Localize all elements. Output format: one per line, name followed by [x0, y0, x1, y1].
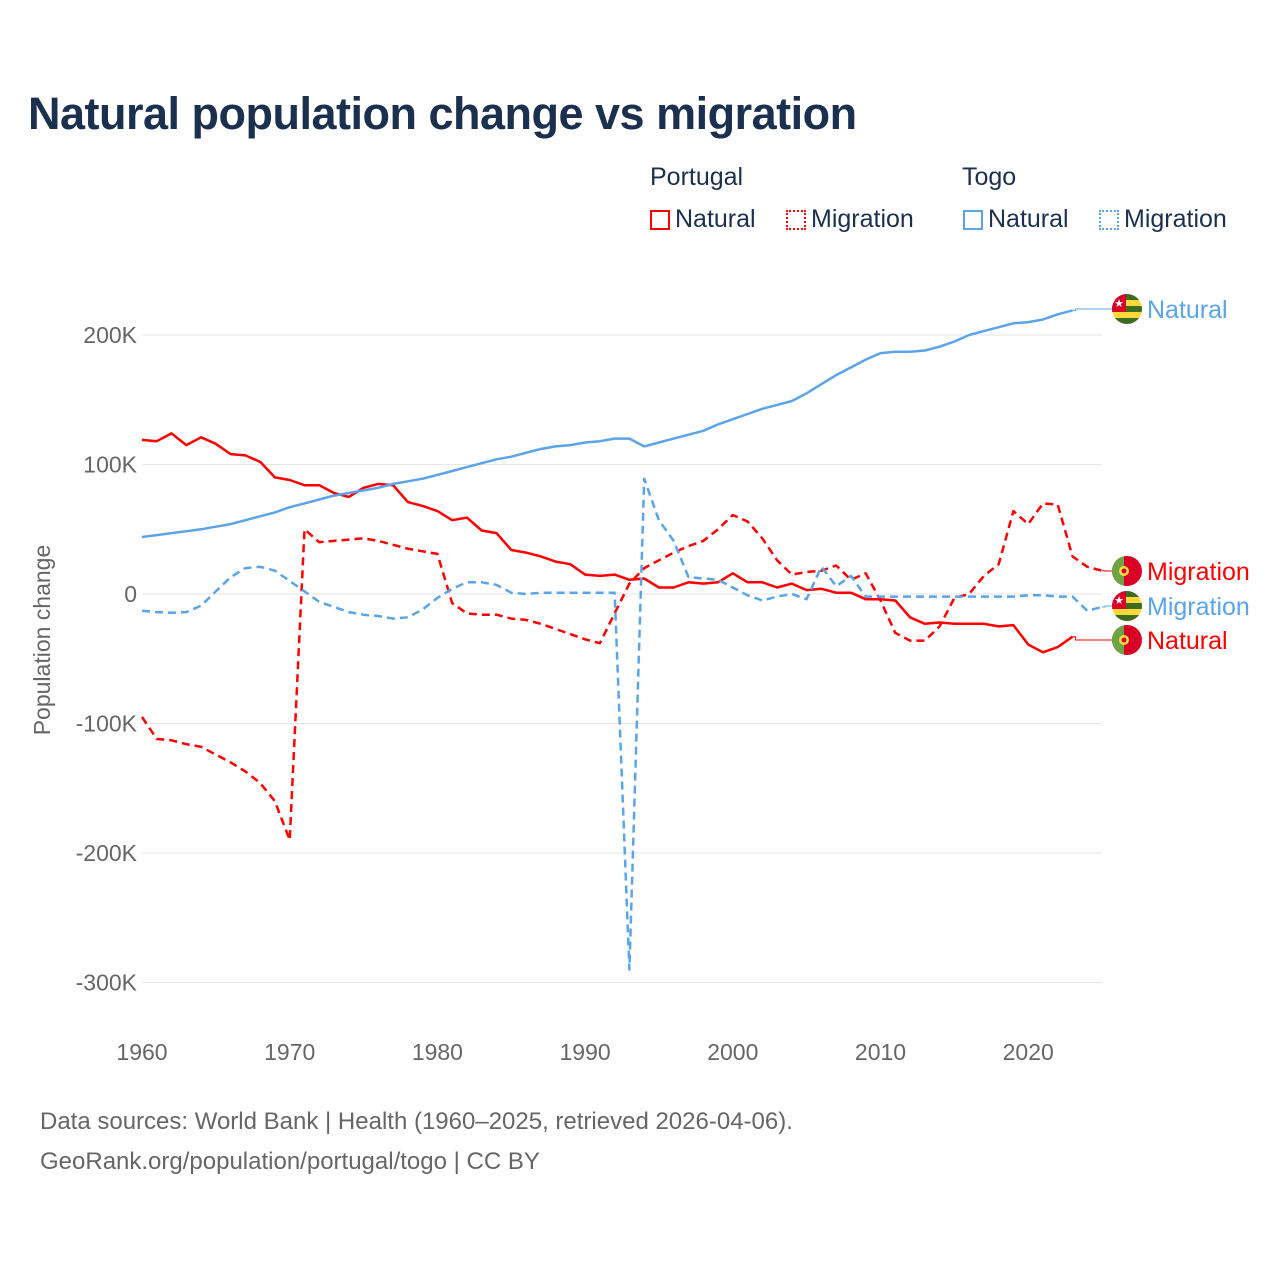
legend-togo-natural[interactable]: Natural [963, 205, 1069, 234]
y-tick-label: 0 [124, 581, 137, 607]
togo-flag-icon: ★ [1112, 294, 1142, 324]
x-tick-label: 1990 [560, 1039, 611, 1065]
flag-body: ★ [1112, 591, 1142, 621]
legend-swatch-dotted-icon [786, 209, 806, 230]
legend-group-portugal: Portugal [650, 163, 744, 191]
flag-stripe [1112, 603, 1142, 609]
legend-portugal-migration[interactable]: Migration [786, 205, 914, 234]
legend-swatch-solid-icon [650, 209, 670, 230]
flag-stripe [1112, 591, 1142, 597]
series-line-portugal-natural [141, 432, 1074, 654]
end-label-connector [1072, 636, 1113, 641]
y-tick-label: -200K [76, 840, 138, 866]
y-tick-label: 100K [83, 452, 137, 478]
x-tick-label: 2010 [855, 1039, 906, 1065]
x-tick-label: 2000 [707, 1039, 758, 1065]
flag-shield [1121, 637, 1127, 643]
legend-swatch-solid-icon [963, 209, 983, 230]
x-tick-label: 1960 [116, 1039, 167, 1065]
end-label: Migration [1147, 593, 1250, 621]
flag-green [1112, 625, 1124, 655]
flag-body [1112, 625, 1142, 655]
y-tick-label: 200K [83, 322, 137, 348]
flag-stripe [1112, 609, 1142, 615]
legend-label: Migration [811, 205, 914, 233]
x-tick-label: 1970 [264, 1039, 315, 1065]
togo-flag-icon: ★ [1112, 591, 1142, 621]
legend-label: Natural [988, 205, 1069, 233]
x-tick-label: 2020 [1003, 1039, 1054, 1065]
flag-body [1112, 556, 1142, 586]
footer-sources: Data sources: World Bank | Health (1960–… [40, 1108, 793, 1135]
flag-stripe [1112, 294, 1142, 300]
end-label: Natural [1147, 627, 1228, 655]
legend-group-togo: Togo [962, 163, 1017, 191]
y-tick-label: -100K [76, 711, 138, 737]
flag-stripe [1112, 312, 1142, 318]
portugal-flag-icon [1112, 556, 1142, 586]
flag-body: ★ [1112, 294, 1142, 324]
x-tick-label: 1980 [412, 1039, 463, 1065]
flag-star: ★ [1114, 298, 1124, 310]
footer-attribution[interactable]: GeoRank.org/population/portugal/togo | C… [40, 1148, 540, 1175]
flag-shield [1121, 568, 1127, 574]
legend-label: Migration [1124, 205, 1227, 233]
series-line-portugal-migration [140, 502, 1103, 842]
flag-stripe [1112, 615, 1142, 621]
legend-togo-migration[interactable]: Migration [1099, 205, 1227, 234]
chart-title: Natural population change vs migration [28, 88, 857, 139]
end-label: Migration [1147, 558, 1250, 586]
flag-stripe [1112, 318, 1142, 324]
flag-green [1112, 556, 1124, 586]
legend-portugal-natural[interactable]: Natural [650, 205, 756, 234]
portugal-flag-icon [1112, 625, 1142, 655]
end-label-connector [1072, 308, 1113, 311]
end-label-connector [1102, 605, 1113, 608]
flag-star: ★ [1114, 595, 1124, 607]
flag-stripe [1112, 300, 1142, 306]
series-line-togo-migration [141, 477, 1103, 971]
series-line-togo-natural [141, 309, 1073, 539]
legend-swatch-dotted-icon [1099, 209, 1119, 230]
flag-stripe [1112, 597, 1142, 603]
flag-stripe [1112, 306, 1142, 312]
y-axis-label: Population change [29, 545, 55, 736]
legend-label: Natural [675, 205, 756, 233]
end-label: Natural [1147, 296, 1228, 324]
y-tick-label: -300K [76, 970, 138, 996]
